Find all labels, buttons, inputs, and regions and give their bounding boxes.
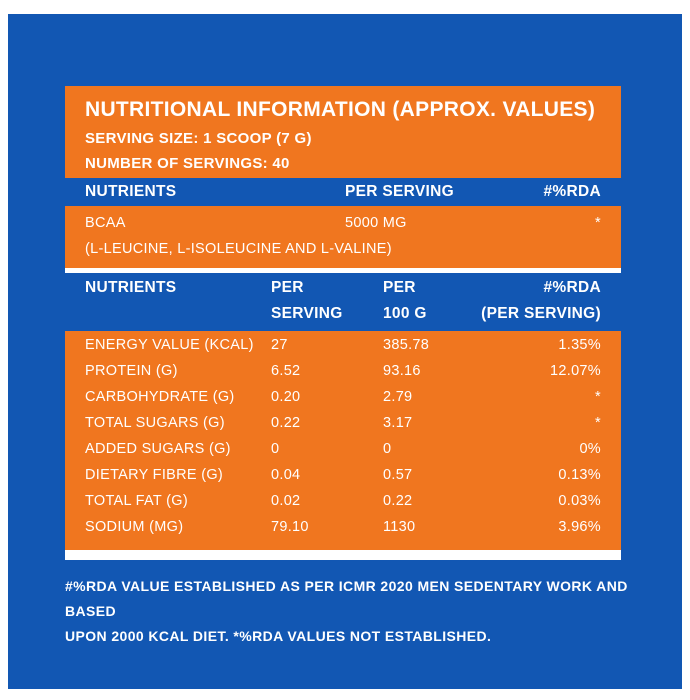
row-serving: 0 [271, 441, 280, 457]
main-header-row: NUTRIENTS PER SERVING PER 100 G #%RDA (P… [65, 273, 621, 331]
bcaa-value: 5000 MG [345, 215, 407, 231]
row-serving: 27 [271, 337, 288, 353]
footnote-line-1: #%RDA VALUE ESTABLISHED AS PER ICMR 2020… [65, 578, 628, 619]
row-name: SODIUM (MG) [85, 519, 184, 535]
bcaa-name: BCAA [85, 215, 126, 231]
footnote: #%RDA VALUE ESTABLISHED AS PER ICMR 2020… [65, 574, 645, 649]
header-block: NUTRITIONAL INFORMATION (APPROX. VALUES)… [65, 86, 621, 178]
row-per100: 0 [383, 441, 392, 457]
row-rda: 0.03% [558, 493, 601, 509]
row-serving: 79.10 [271, 519, 309, 535]
bcaa-header-per-serving: PER SERVING [345, 183, 454, 200]
bcaa-detail: (L-LEUCINE, L-ISOLEUCINE AND L-VALINE) [85, 241, 392, 257]
main-header-per-serving-line1: PER [271, 279, 304, 296]
row-rda: 12.07% [550, 363, 601, 379]
number-of-servings: NUMBER OF SERVINGS: 40 [85, 155, 290, 172]
serving-size: SERVING SIZE: 1 SCOOP (7 G) [85, 130, 312, 147]
row-name: TOTAL SUGARS (G) [85, 415, 225, 431]
row-per100: 3.17 [383, 415, 413, 431]
main-table-body: ENERGY VALUE (KCAL) 27 385.78 1.35% PROT… [65, 331, 621, 550]
row-rda: * [595, 415, 601, 431]
main-header-per100-line1: PER [383, 279, 416, 296]
row-per100: 385.78 [383, 337, 430, 353]
row-name: ENERGY VALUE (KCAL) [85, 337, 254, 353]
row-serving: 0.04 [271, 467, 301, 483]
row-name: DIETARY FIBRE (G) [85, 467, 224, 483]
row-name: CARBOHYDRATE (G) [85, 389, 235, 405]
bcaa-rda: * [595, 215, 601, 231]
main-header-rda-line2: (PER SERVING) [481, 305, 601, 322]
bcaa-header-rda: #%RDA [543, 183, 601, 200]
bcaa-header-row: NUTRIENTS PER SERVING #%RDA [65, 178, 621, 206]
row-per100: 0.22 [383, 493, 413, 509]
row-per100: 0.57 [383, 467, 413, 483]
row-serving: 0.20 [271, 389, 301, 405]
panel-title: NUTRITIONAL INFORMATION (APPROX. VALUES) [85, 98, 596, 121]
main-header-per-serving-line2: SERVING [271, 305, 343, 322]
row-per100: 1130 [383, 519, 416, 535]
row-rda: 3.96% [558, 519, 601, 535]
row-serving: 6.52 [271, 363, 301, 379]
row-rda: * [595, 389, 601, 405]
footnote-line-2: UPON 2000 KCAL DIET. *%RDA VALUES NOT ES… [65, 628, 492, 644]
row-per100: 2.79 [383, 389, 413, 405]
row-serving: 0.22 [271, 415, 301, 431]
nutrition-panel: NUTRITIONAL INFORMATION (APPROX. VALUES)… [65, 86, 621, 560]
row-name: ADDED SUGARS (G) [85, 441, 231, 457]
bcaa-header-nutrients: NUTRIENTS [85, 183, 177, 200]
row-rda: 0% [579, 441, 601, 457]
main-header-per100-line2: 100 G [383, 305, 427, 322]
row-serving: 0.02 [271, 493, 301, 509]
bcaa-row: BCAA 5000 MG * (L-LEUCINE, L-ISOLEUCINE … [65, 206, 621, 268]
row-name: PROTEIN (G) [85, 363, 178, 379]
row-per100: 93.16 [383, 363, 421, 379]
row-rda: 1.35% [558, 337, 601, 353]
main-header-nutrients: NUTRIENTS [85, 279, 177, 296]
row-rda: 0.13% [558, 467, 601, 483]
main-header-rda-line1: #%RDA [543, 279, 601, 296]
row-name: TOTAL FAT (G) [85, 493, 188, 509]
